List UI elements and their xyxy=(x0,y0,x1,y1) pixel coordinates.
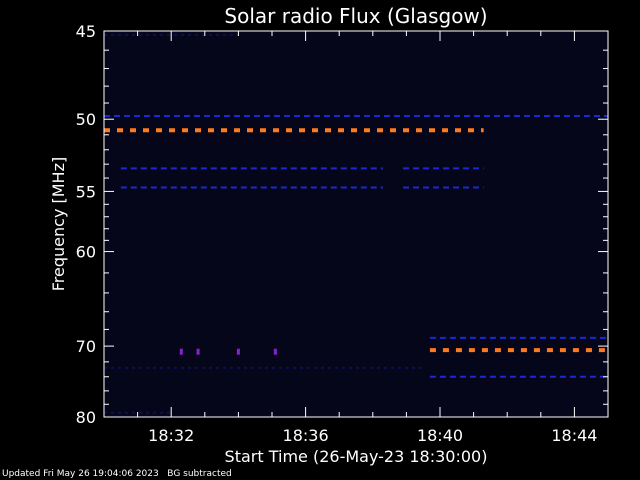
x-axis-label: Start Time (26-May-23 18:30:00) xyxy=(225,447,488,466)
y-tick-label: 55 xyxy=(76,182,96,201)
plot-frame xyxy=(103,30,609,418)
y-axis: 45 50 55 60 70 80 xyxy=(76,22,608,427)
emission-spot-0 xyxy=(179,348,183,355)
y-tick-label: 45 xyxy=(76,22,96,41)
chart-title: Solar radio Flux (Glasgow) xyxy=(224,4,487,28)
y-tick-label: 60 xyxy=(76,243,96,262)
emission-spot-1 xyxy=(196,348,200,355)
emission-spot-3 xyxy=(273,348,277,355)
emission-bands xyxy=(104,33,608,414)
y-axis-label: Frequency [MHz] xyxy=(49,157,68,291)
x-tick-label: 18:36 xyxy=(283,426,329,445)
x-tick-label: 18:44 xyxy=(551,426,597,445)
x-tick-label: 18:32 xyxy=(148,426,194,445)
x-axis: 18:32 18:36 18:40 18:44 xyxy=(137,31,597,445)
update-footer: Updated Fri May 26 19:04:06 2023 BG subt… xyxy=(2,469,232,479)
y-tick-label: 80 xyxy=(76,408,96,427)
y-tick-label: 50 xyxy=(76,110,96,129)
emission-spots xyxy=(179,348,277,355)
y-tick-label: 70 xyxy=(76,337,96,356)
x-tick-label: 18:40 xyxy=(417,426,463,445)
plot-background xyxy=(104,31,608,417)
emission-spot-2 xyxy=(236,348,240,355)
